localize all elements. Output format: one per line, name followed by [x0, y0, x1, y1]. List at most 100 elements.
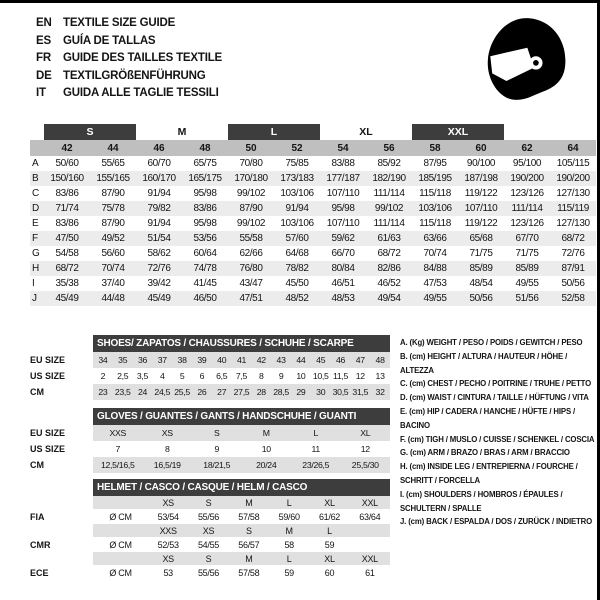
helmet-values-cells: Ø CM 53 55/56 57/58 59 60 61	[93, 565, 390, 580]
measurement-value: 68/72	[550, 231, 596, 246]
value-cell: S	[214, 428, 220, 438]
size-cell: M	[245, 553, 253, 564]
value-cell: 47	[355, 355, 365, 365]
measurement-value: 99/102	[236, 188, 266, 199]
measurement-value: 52/58	[550, 291, 596, 306]
helmet-values-row: FIA Ø CM 53/54 55/56 57/58 59/60 61/62 63/64	[30, 509, 390, 524]
value-cell: 28,5	[273, 387, 289, 397]
value-cell: 54/55	[197, 539, 219, 550]
measurement-value: 49/54	[366, 291, 412, 306]
legend: A. (Kg) WEIGHT / PESO / POIDS / GEWITCH …	[400, 336, 596, 529]
measurement-row-label: B	[30, 171, 44, 186]
guide-title: GUIDE DES TAILLES TEXTILE	[63, 52, 222, 64]
value-cell: 48	[375, 355, 385, 365]
guide-title: GUÍA DE TALLAS	[63, 34, 156, 47]
measurement-value: 48/54	[469, 278, 493, 289]
measurement-value: 49/55	[412, 291, 458, 306]
measurement-value: 48/52	[274, 291, 320, 306]
value-cell: 7,5	[235, 371, 248, 381]
helmet-sizes-cells: XS S M L XL XXL	[93, 496, 390, 509]
measurement-value: 71/74	[44, 201, 90, 216]
value-cell: 57/58	[238, 567, 260, 578]
measurement-value: 70/74	[423, 248, 447, 259]
measurement-value: 99/102	[366, 201, 412, 216]
helmet-values-cells: Ø CM 53/54 55/56 57/58 59/60 61/62 63/64	[93, 509, 390, 524]
measurement-value: 72/76	[561, 248, 585, 259]
value-cell: 43	[276, 355, 286, 365]
measurement-row-label: I	[32, 278, 35, 289]
value-cell: 16,5/19	[153, 460, 181, 470]
value-cell: 10	[261, 444, 271, 454]
measurement-value: 160/170	[136, 171, 182, 186]
size-group-header: XL	[359, 126, 373, 138]
measurement-value: 60/64	[193, 248, 217, 259]
section-row: CM 23 23,5 24 24,5 25,5 26 27 27,5 28 28,5 29 30 30,5…	[30, 384, 390, 400]
numeric-size-header: 60	[458, 140, 504, 156]
helmet-values-row: ECE Ø CM 53 55/56 57/58 59 60 61	[30, 565, 390, 580]
measurement-value: 150/160	[44, 171, 90, 186]
language-row: FR GUIDE DES TAILLES TEXTILE	[36, 50, 222, 68]
value-cell: XXS	[109, 428, 127, 438]
measurement-value: 87/90	[101, 188, 125, 199]
measurement-value: 83/86	[55, 218, 79, 229]
measurement-value: 185/195	[412, 171, 458, 186]
legend-item: F. (cm) TIGH / MUSLO / CUISSE / SCHENKEL…	[400, 434, 595, 444]
size-cell: M	[285, 525, 294, 536]
value-cell: 41	[236, 355, 247, 365]
measurement-value: 62/66	[239, 248, 263, 259]
value-cell: 8	[164, 444, 170, 454]
numeric-size-header: 50	[228, 140, 274, 156]
measurement-value: 95/98	[320, 201, 366, 216]
language-row: EN TEXTILE SIZE GUIDE	[36, 15, 222, 33]
value-cell: 34	[98, 355, 108, 365]
measurement-value: 105/115	[556, 158, 590, 169]
measurement-row: D 71/74 75/78 79/82 83/86 87/90 91/94 95/98 99/1…	[30, 201, 596, 216]
section-row-values: 34 35 36 37 38 39 40 41 42 43 44 45 46 47 48	[93, 352, 390, 368]
measurement-value: 119/122	[464, 188, 498, 199]
measurement-value: 74/78	[182, 261, 228, 276]
size-group-header: L	[228, 124, 320, 140]
guide-title: TEXTILGRÖßENFÜHRUNG	[63, 69, 206, 82]
value-cell: 63/64	[359, 511, 381, 522]
measurement-value: 123/126	[510, 188, 544, 199]
numeric-sizes-row: 42 44 46 48 50 52 54 56 58 60 62 64	[30, 140, 596, 156]
measurement-row-label: E	[32, 218, 39, 229]
language-row: DE TEXTILGRÖßENFÜHRUNG	[36, 68, 222, 86]
value-cell: 10	[296, 371, 306, 381]
measurement-value: 91/94	[147, 218, 171, 229]
measurement-value: 115/118	[419, 218, 451, 229]
size-cell: S	[205, 497, 212, 508]
value-cell: 9	[214, 444, 220, 454]
language-list: EN TEXTILE SIZE GUIDE ES GUÍA DE TALLAS FR GU…	[36, 15, 222, 103]
value-cell: 31,5	[352, 387, 369, 397]
value-cell: 13	[375, 371, 385, 381]
helmet-sizes-cells: XS S M L XL XXL	[93, 552, 390, 565]
measurement-value: 127/130	[556, 188, 590, 199]
size-group-header: S	[44, 124, 136, 140]
measurement-value: 68/72	[44, 261, 90, 276]
measurement-value: 49/55	[515, 278, 539, 289]
measurement-value: 46/51	[331, 278, 355, 289]
measurement-value: 170/180	[228, 171, 274, 186]
measurement-row: E 83/86 87/90 91/94 95/98 99/102 103/106 107/11…	[30, 216, 596, 231]
language-row: IT GUIDA ALLE TAGLIE TESSILI	[36, 85, 222, 103]
measurement-value: 111/114	[373, 218, 405, 229]
measurement-value: 67/70	[504, 231, 550, 246]
measurement-value: 47/53	[423, 278, 447, 289]
measurement-value: 177/187	[320, 171, 366, 186]
measurement-value: 182/190	[366, 171, 412, 186]
size-cell: XS	[162, 497, 174, 508]
measurement-value: 65/75	[193, 158, 217, 169]
measurement-value: 107/110	[326, 218, 360, 229]
section-title: HELMET / CASCO / CASQUE / HELM / CASCO	[93, 479, 390, 496]
value-cell: 55/56	[197, 567, 219, 578]
measurement-value: 80/84	[320, 261, 366, 276]
measurement-row-label: F	[30, 231, 44, 246]
measurement-value: 127/130	[556, 218, 590, 229]
section-row: US SIZE 2 2,5 3,5 4 5 6 6,5 7,5 8 9 10 10,5 11,5 12 13	[30, 368, 390, 384]
standard-label: FIA	[30, 511, 45, 522]
section-row: CM 12,5/16,5 16,5/19 18/21,5 20/24 23/26,5 25,…	[30, 457, 390, 473]
value-cell: 5	[179, 371, 185, 381]
measurement-value: 83/86	[55, 188, 79, 199]
standard-label: CMR	[30, 539, 51, 550]
